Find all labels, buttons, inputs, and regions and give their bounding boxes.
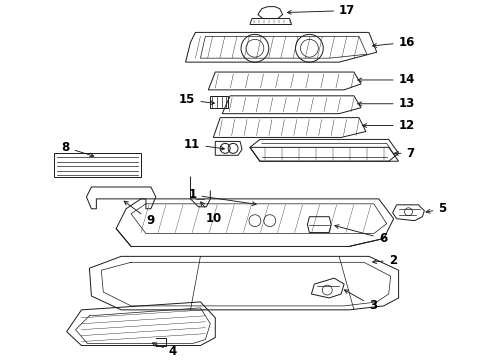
Text: 13: 13 <box>358 97 415 110</box>
Text: 14: 14 <box>358 73 415 86</box>
Text: 7: 7 <box>394 147 415 160</box>
Text: 9: 9 <box>124 201 154 227</box>
Text: 10: 10 <box>201 202 221 225</box>
Text: 6: 6 <box>335 225 387 245</box>
Text: 8: 8 <box>61 141 94 157</box>
Text: 15: 15 <box>179 93 215 106</box>
Text: 5: 5 <box>426 202 446 215</box>
Text: 4: 4 <box>152 343 177 358</box>
Text: 2: 2 <box>372 254 397 267</box>
Text: 11: 11 <box>184 138 224 151</box>
Text: 1: 1 <box>189 188 256 206</box>
Text: 17: 17 <box>288 4 355 17</box>
Text: 3: 3 <box>344 290 377 312</box>
Text: 16: 16 <box>372 36 415 49</box>
Text: 12: 12 <box>363 119 415 132</box>
